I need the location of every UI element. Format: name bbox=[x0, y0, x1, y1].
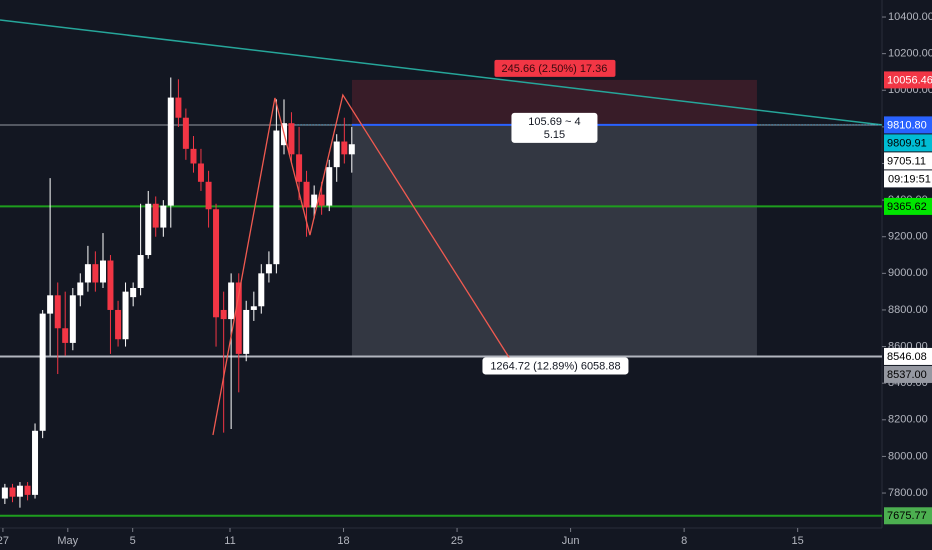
candle-body bbox=[32, 430, 39, 495]
target-label: 1264.72 (12.89%) 6058.88 bbox=[490, 360, 620, 372]
price-label: 9365.62 bbox=[887, 201, 927, 213]
candle-body bbox=[99, 260, 106, 283]
y-tick-label: 8800.00 bbox=[888, 304, 928, 316]
price-label-box bbox=[884, 197, 932, 215]
candle-body bbox=[273, 130, 280, 265]
price-label-box bbox=[884, 347, 932, 365]
candle-body bbox=[24, 485, 31, 495]
y-tick-label: 10200.00 bbox=[888, 48, 932, 60]
candle-body bbox=[228, 282, 235, 320]
candle-body bbox=[137, 255, 144, 288]
candle-body bbox=[122, 291, 129, 340]
candle-body bbox=[167, 97, 174, 206]
x-tick-label: Jun bbox=[562, 535, 580, 547]
candle-body bbox=[243, 309, 250, 354]
candle-body bbox=[341, 141, 348, 155]
x-tick-label: 25 bbox=[451, 535, 463, 547]
candle-body bbox=[69, 295, 76, 343]
entry-label: 5.15 bbox=[544, 129, 565, 141]
entry-label-box bbox=[511, 112, 598, 143]
candle-body bbox=[62, 328, 69, 343]
candle-body bbox=[47, 295, 54, 314]
target-zone bbox=[351, 124, 757, 357]
candle-body bbox=[303, 181, 310, 208]
candle-body bbox=[16, 485, 23, 497]
candle-body bbox=[182, 117, 189, 149]
x-tick-label: 15 bbox=[792, 535, 804, 547]
candle-body bbox=[220, 309, 227, 320]
price-label-box bbox=[884, 134, 932, 152]
candle-body bbox=[326, 167, 333, 206]
candle-body bbox=[115, 309, 122, 340]
price-label-box bbox=[884, 116, 932, 134]
candle-body bbox=[311, 194, 318, 208]
candle-body bbox=[145, 203, 152, 256]
candle-body bbox=[197, 163, 204, 182]
x-tick-label: 18 bbox=[337, 535, 349, 547]
price-label: 9809.91 bbox=[887, 137, 927, 149]
candle-body bbox=[160, 205, 167, 228]
candle-body bbox=[348, 144, 355, 155]
price-label: 8546.08 bbox=[887, 351, 927, 363]
candle-body bbox=[84, 264, 91, 283]
price-label: 10056.46 bbox=[887, 74, 932, 86]
candle-body bbox=[318, 194, 325, 206]
price-label: 8537.00 bbox=[887, 369, 927, 381]
x-tick-label: May bbox=[57, 535, 78, 547]
candle-body bbox=[1, 487, 8, 499]
countdown-box bbox=[884, 170, 932, 188]
price-label-box bbox=[884, 507, 932, 525]
candle-body bbox=[235, 282, 242, 354]
candle-body bbox=[265, 264, 272, 274]
candle-body bbox=[54, 295, 61, 329]
entry-label: 105.69 ~ 4 bbox=[528, 116, 580, 128]
price-label-box bbox=[884, 71, 932, 89]
candle-body bbox=[77, 282, 84, 296]
candle-body bbox=[152, 203, 159, 228]
candle-body bbox=[213, 209, 220, 318]
price-label: 7675.77 bbox=[887, 510, 927, 522]
candle-body bbox=[92, 264, 99, 283]
price-label-box bbox=[884, 152, 932, 170]
x-tick-label: 5 bbox=[130, 535, 136, 547]
y-tick-label: 8000.00 bbox=[888, 450, 928, 462]
candle-body bbox=[288, 123, 295, 155]
x-tick-label: 27 bbox=[0, 535, 9, 547]
target-label-box bbox=[482, 357, 629, 375]
candle-body bbox=[39, 313, 46, 431]
candle-body bbox=[130, 287, 137, 298]
x-tick-label: 8 bbox=[681, 535, 687, 547]
y-tick-label: 9200.00 bbox=[888, 231, 928, 243]
trendline bbox=[0, 19, 883, 126]
candle-body bbox=[190, 148, 197, 164]
x-tick-label: 11 bbox=[224, 535, 235, 547]
price-label: 9810.80 bbox=[887, 119, 927, 131]
zigzag bbox=[212, 93, 513, 436]
candle-body bbox=[333, 141, 340, 168]
candle-body bbox=[250, 306, 257, 310]
stop-label-box bbox=[494, 59, 616, 77]
y-tick-label: 10400.00 bbox=[888, 11, 932, 23]
price-label-box bbox=[884, 365, 932, 383]
price-label: 9705.11 bbox=[887, 155, 926, 167]
countdown: 09:19:51 bbox=[888, 173, 931, 185]
candle-body bbox=[175, 97, 182, 118]
stop-label: 245.66 (2.50%) 17.36 bbox=[502, 63, 608, 75]
y-tick-label: 8200.00 bbox=[888, 414, 928, 426]
candle-body bbox=[9, 487, 16, 497]
candle-body bbox=[205, 181, 212, 210]
y-tick-label: 7800.00 bbox=[888, 487, 928, 499]
candle-body bbox=[296, 154, 303, 182]
candle-body bbox=[107, 260, 114, 310]
y-tick-label: 9000.00 bbox=[888, 267, 928, 279]
candle-body bbox=[258, 273, 265, 307]
